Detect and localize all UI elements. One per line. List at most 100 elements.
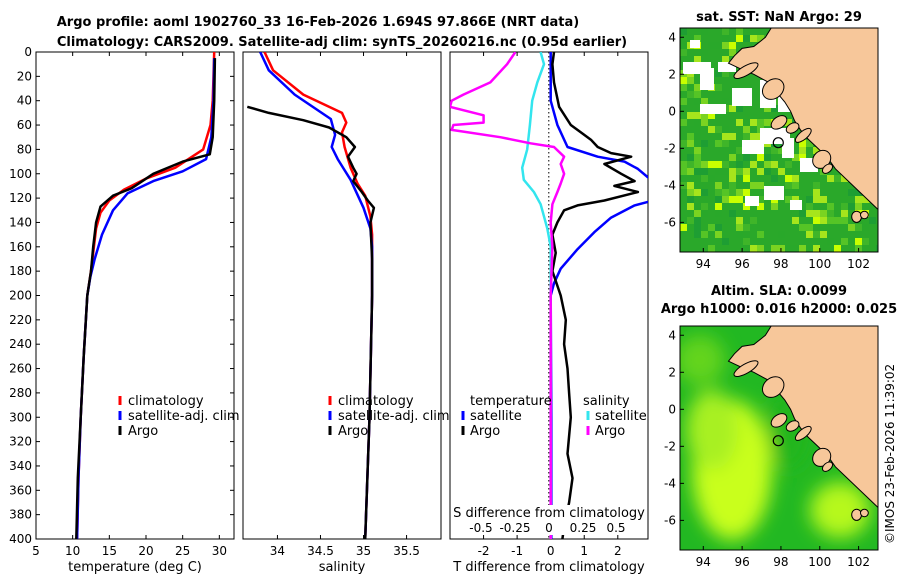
sst-pixel — [715, 231, 722, 238]
depth-tick-label: 40 — [17, 94, 32, 108]
sst-pixel — [743, 133, 750, 140]
sst-pixel — [736, 28, 743, 35]
x-tick-label: 10 — [65, 544, 80, 558]
sst-pixel — [855, 224, 862, 231]
sst-pixel — [694, 112, 701, 119]
sst-pixel — [813, 210, 820, 217]
copyright-text: ©IMOS 23-Feb-2026 11:39:02 — [883, 364, 897, 544]
sst-pixel — [680, 161, 687, 168]
sst-pixel — [722, 42, 729, 49]
sst-pixel — [841, 203, 848, 210]
sst-pixel — [834, 217, 841, 224]
sst-pixel — [757, 119, 764, 126]
sst-pixel — [750, 182, 757, 189]
sst-pixel — [827, 175, 834, 182]
sst-pixel — [855, 189, 862, 196]
sst-pixel — [715, 70, 722, 77]
sst-pixel — [834, 175, 841, 182]
sst-pixel — [722, 238, 729, 245]
sst-pixel — [764, 105, 771, 112]
sst-pixel — [862, 224, 869, 231]
island — [860, 210, 869, 220]
sst-map-title: sat. SST: NaN Argo: 29 — [696, 10, 862, 25]
lon-tick-label: 96 — [734, 555, 749, 569]
x-tick-label: 2 — [614, 544, 622, 558]
sst-pixel — [827, 238, 834, 245]
depth-tick-label: 340 — [9, 459, 32, 473]
sst-pixel — [680, 49, 687, 56]
depth-tick-label: 180 — [9, 264, 32, 278]
x-tick-label: 0 — [547, 544, 555, 558]
depth-tick-label: 20 — [17, 69, 32, 83]
sst-pixel — [694, 56, 701, 63]
sst-pixel — [806, 203, 813, 210]
depth-tick-label: 200 — [9, 289, 32, 303]
sst-pixel — [785, 196, 792, 203]
sst-pixel — [778, 168, 785, 175]
sst-pixel — [813, 217, 820, 224]
temperature-panel: 0204060801001201401601802002202402602803… — [9, 45, 648, 575]
sst-pixel — [729, 105, 736, 112]
sst-pixel — [687, 168, 694, 175]
sst-pixel — [736, 168, 743, 175]
sst-pixel — [694, 217, 701, 224]
sst-pixel — [757, 35, 764, 42]
legend-label-t-satellite: satellite — [470, 409, 522, 424]
sst-pixel — [848, 238, 855, 245]
sst-pixel — [764, 154, 771, 161]
sst-pixel — [806, 224, 813, 231]
lat-tick-label: -2 — [664, 439, 676, 453]
sst-pixel — [701, 203, 708, 210]
sla-high-west-core — [686, 390, 738, 470]
sst-pixel — [792, 175, 799, 182]
lon-tick-label: 100 — [808, 257, 831, 271]
sst-pixel — [771, 161, 778, 168]
sst-pixel — [687, 133, 694, 140]
sst-pixel — [694, 98, 701, 105]
difference-panel: -2 -1 0 1 2 T difference from climatology S … — [449, 51, 649, 575]
sst-pixel — [729, 154, 736, 161]
island — [794, 127, 812, 143]
sst-pixel — [778, 245, 785, 252]
sst-pixel — [792, 189, 799, 196]
sst-pixel — [792, 182, 799, 189]
sla-map-frame — [679, 325, 879, 551]
sst-pixel — [848, 203, 855, 210]
sst-pixel — [729, 133, 736, 140]
sst-map-frame — [679, 27, 879, 253]
sst-map-ticks: 94 96 98 100 102 4 2 0 -2 -4 -6 — [664, 30, 870, 271]
sst-pixel — [820, 196, 827, 203]
lat-tick-label: -4 — [664, 178, 676, 192]
legend-label-s-argo: Argo — [595, 424, 625, 439]
sst-pixel — [680, 119, 687, 126]
s-tick-label: 0.5 — [606, 521, 625, 535]
sst-pixel — [785, 245, 792, 252]
sst-pixel — [701, 168, 708, 175]
sst-pixel — [722, 126, 729, 133]
temperature-legend: climatology satellite-adj. clim Argo — [118, 394, 240, 439]
legend-label-s-satellite: satellite — [595, 409, 647, 424]
sst-pixel — [778, 231, 785, 238]
sst-pixel — [729, 147, 736, 154]
sst-pixel — [722, 196, 729, 203]
sst-pixel — [771, 105, 778, 112]
sst-pixel — [715, 196, 722, 203]
sumatra-land — [727, 326, 878, 509]
lon-tick-label: 94 — [696, 257, 711, 271]
island — [733, 360, 759, 377]
depth-tick-label: 280 — [9, 386, 32, 400]
sst-pixel — [764, 168, 771, 175]
lat-tick-label: 2 — [668, 67, 676, 81]
sst-pixel — [743, 189, 750, 196]
salinity-legend: climatology satellite-adj. clim Argo — [328, 394, 450, 439]
sla-high-south — [810, 482, 870, 538]
sst-pixel — [722, 140, 729, 147]
sst-pixel — [729, 49, 736, 56]
sst-pixel — [701, 189, 708, 196]
sst-pixel — [715, 224, 722, 231]
sst-pixel — [701, 175, 708, 182]
sst-pixel — [715, 112, 722, 119]
sst-pixel — [680, 42, 687, 49]
sst-pixel — [862, 238, 869, 245]
